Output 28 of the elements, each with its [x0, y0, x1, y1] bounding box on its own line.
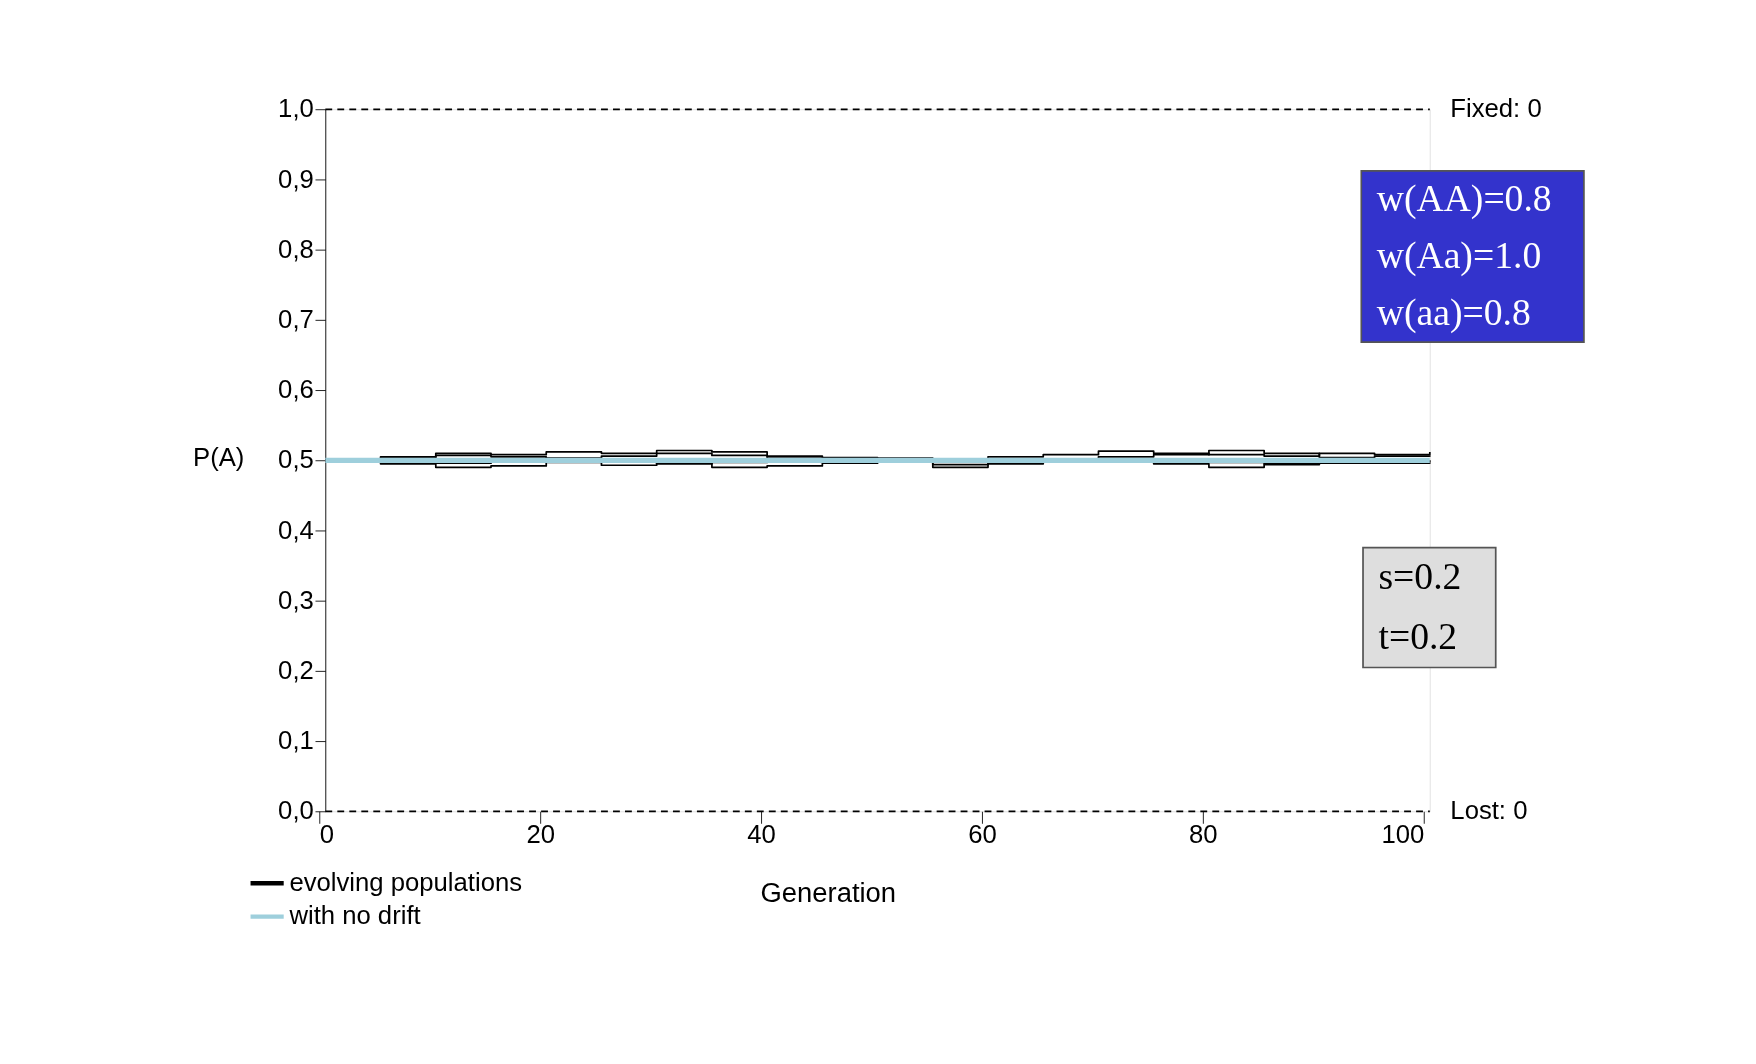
x-tick-label: 0: [319, 819, 335, 848]
annotation: w(aa)=0.8: [1376, 290, 1531, 334]
x-tick-label: 40: [747, 819, 776, 848]
y-tick-label: 0,6: [278, 375, 314, 404]
y-tick-label: 0,4: [278, 515, 314, 544]
y-tick-label: 0,0: [278, 796, 314, 825]
annotation: Fixed: 0: [1450, 93, 1542, 122]
y-tick-label: 0,2: [278, 656, 314, 685]
x-axis-title: Generation: [760, 876, 897, 908]
x-tick-label: 20: [526, 819, 555, 848]
y-tick-label: 1,0: [278, 94, 314, 123]
y-tick-label: 0,9: [278, 164, 314, 193]
x-tick-label: 60: [968, 819, 997, 848]
y-tick-label: 0,1: [278, 726, 314, 755]
y-tick-label: 0,5: [278, 445, 314, 474]
annotation: t=0.2: [1378, 614, 1458, 657]
y-tick-label: 0,3: [278, 585, 314, 614]
y-tick-label: 0,7: [278, 305, 314, 334]
annotation: Lost: 0: [1450, 796, 1528, 825]
annotation: s=0.2: [1378, 554, 1462, 597]
y-axis-title: P(A): [193, 442, 245, 471]
x-tick-label: 80: [1189, 819, 1218, 848]
legend-label: with no drift: [288, 901, 421, 930]
annotation: w(AA)=0.8: [1376, 176, 1552, 220]
legend-label: evolving populations: [289, 867, 523, 896]
annotation: w(Aa)=1.0: [1376, 233, 1542, 277]
y-tick-label: 0,8: [278, 234, 314, 263]
x-tick-label: 100: [1381, 819, 1425, 848]
